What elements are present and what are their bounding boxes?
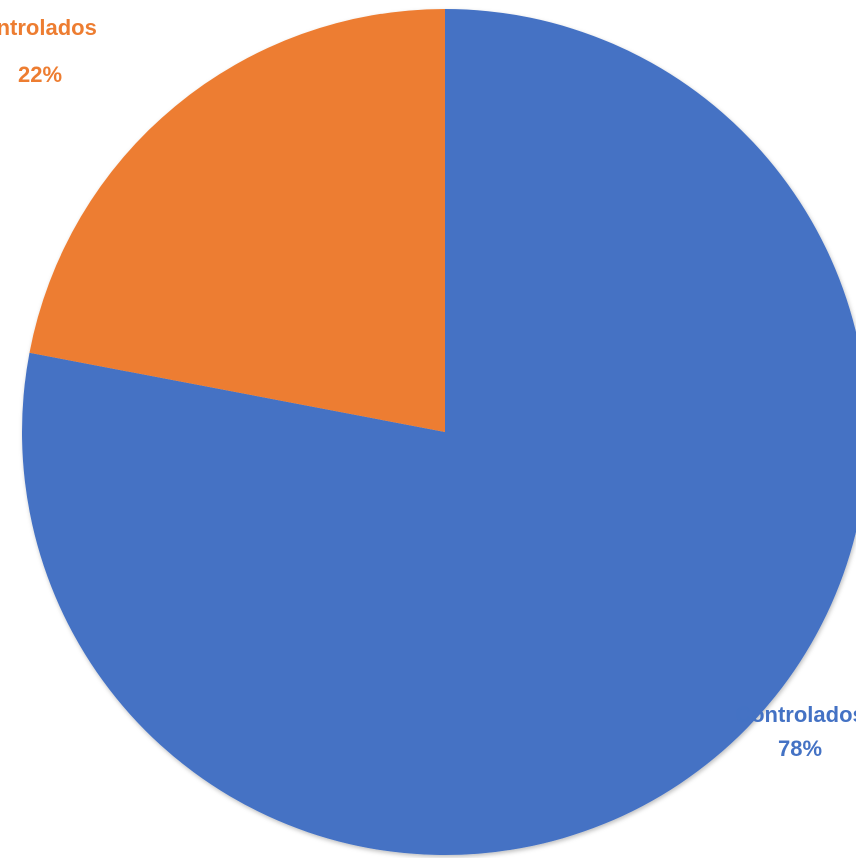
data-label-percent-1: 78%	[778, 736, 822, 761]
pie-slice-no-controlados	[29, 9, 445, 432]
pie-slice-controlados	[22, 9, 856, 855]
data-label-name-1: Controlados	[735, 702, 856, 727]
pie-data-labels: Controlados 78% ontrolados 22%	[0, 15, 856, 761]
data-label-name-2: ontrolados	[0, 15, 97, 40]
pie-slices	[22, 9, 856, 855]
data-label-percent-2: 22%	[18, 62, 62, 87]
